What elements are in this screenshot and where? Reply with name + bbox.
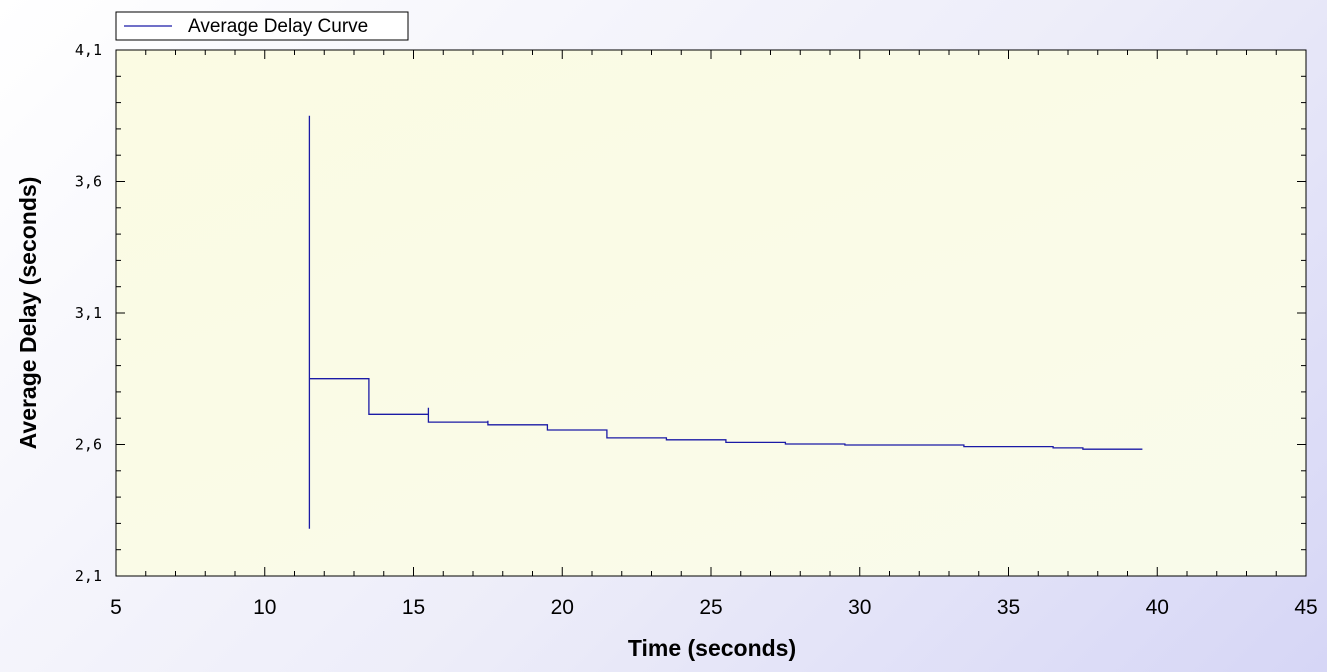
y-axis-title: Average Delay (seconds) [15,177,41,450]
y-axis-tick-labels: 2,1 2,6 3,1 3,6 4,1 [75,41,102,585]
plot-area [115,49,1307,577]
legend: Average Delay Curve [115,11,409,41]
x-axis-ticks [115,50,1307,576]
series-line-average-delay [308,115,1143,529]
x-tick-label: 15 [402,596,425,619]
y-tick-label: 2,6 [75,436,102,454]
x-tick-label: 25 [699,596,722,619]
x-tick-label: 40 [1146,596,1169,619]
x-axis-title: Time (seconds) [628,635,796,661]
x-tick-label: 20 [551,596,574,619]
x-tick-label: 10 [253,596,276,619]
x-tick-label: 30 [848,596,871,619]
x-tick-label: 5 [110,596,122,619]
y-tick-label: 3,1 [75,304,102,322]
y-tick-label: 2,1 [75,567,102,585]
series-group [308,115,1143,529]
y-tick-label: 3,6 [75,173,102,191]
y-tick-label: 4,1 [75,41,102,59]
x-tick-label: 45 [1294,596,1317,619]
x-tick-label: 35 [997,596,1020,619]
x-axis-tick-labels: 5 10 15 20 25 30 35 40 45 [110,596,1318,619]
legend-series-label: Average Delay Curve [188,16,368,37]
y-axis-ticks [116,49,1306,577]
